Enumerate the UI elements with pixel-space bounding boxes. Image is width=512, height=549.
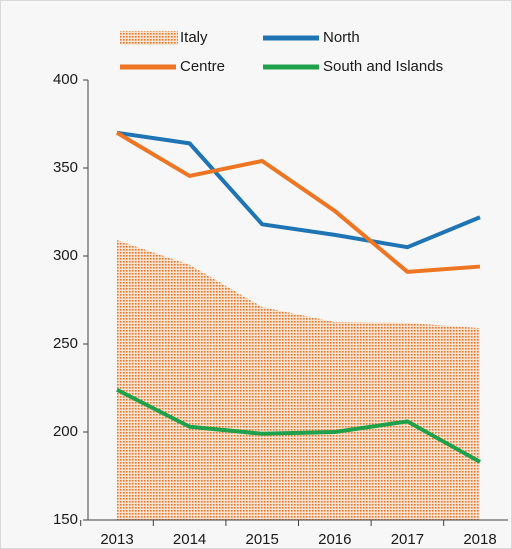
x-tick-label: 2014 [173,531,206,548]
area [117,240,480,520]
legend-label: North [323,29,360,46]
x-tick-label: 2017 [391,531,424,548]
x-tick-label: 2013 [100,531,133,548]
line [115,131,481,274]
legend-label: Centre [180,58,225,75]
x-tick-label: 2018 [463,531,496,548]
legend-label: South and Islands [323,58,443,75]
legend-label: Italy [180,29,208,46]
y-tick-label: 250 [53,335,78,352]
y-tick-label: 300 [53,247,78,264]
y-tick-label: 400 [53,71,78,88]
y-tick-label: 150 [53,511,78,528]
line [116,387,481,464]
line [116,130,481,250]
legend-swatch [120,31,178,45]
x-tick-label: 2016 [318,531,351,548]
y-tick-label: 350 [53,159,78,176]
x-tick-label: 2015 [246,531,279,548]
y-tick-label: 200 [53,423,78,440]
